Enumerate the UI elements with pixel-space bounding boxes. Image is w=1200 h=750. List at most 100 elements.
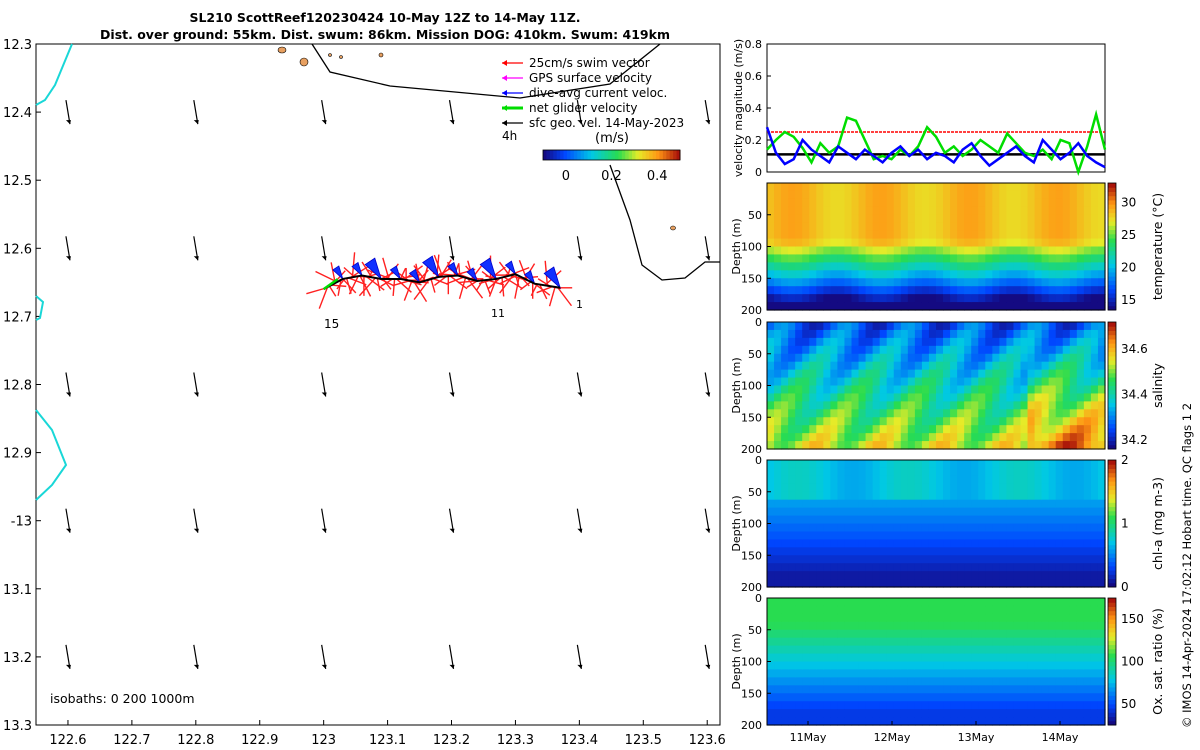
salinity-cell bbox=[781, 337, 789, 347]
oxygen-cell bbox=[1048, 637, 1057, 647]
salinity-cell bbox=[950, 401, 958, 410]
chl-a-cell bbox=[1069, 460, 1078, 469]
chl-a-cell bbox=[999, 507, 1008, 517]
salinity-cell bbox=[1041, 361, 1050, 371]
temperature-cell bbox=[1062, 214, 1071, 224]
temperature-cell bbox=[774, 230, 782, 240]
temperature-cell bbox=[886, 190, 895, 200]
chl-a-cell bbox=[1062, 507, 1071, 517]
salinity-cell bbox=[964, 345, 972, 355]
chl-a-cell bbox=[851, 579, 860, 588]
chl-a-cell bbox=[844, 563, 853, 572]
temperature-cell bbox=[830, 262, 839, 271]
temperature-cell bbox=[1055, 206, 1064, 216]
oxygen-cell bbox=[971, 669, 979, 678]
salinity-cell bbox=[936, 409, 944, 418]
chl-a-cell bbox=[1090, 515, 1099, 525]
chl-a-cell bbox=[900, 499, 909, 509]
oxygen-cell bbox=[886, 661, 895, 671]
salinity-colorbar-segment bbox=[1108, 440, 1116, 446]
oxygen-cell bbox=[858, 629, 867, 639]
oxygen-cell bbox=[837, 645, 846, 655]
temperature-cell bbox=[1048, 270, 1057, 279]
salinity-cell bbox=[1055, 322, 1064, 331]
temperature-cell bbox=[767, 302, 775, 311]
temperature-cell bbox=[879, 206, 888, 216]
chl-a-cell bbox=[921, 483, 930, 493]
oxygen-cell bbox=[914, 669, 923, 678]
temperature-cell bbox=[851, 214, 860, 224]
chl-a-cell bbox=[802, 539, 810, 548]
chl-a-cell bbox=[928, 507, 937, 517]
oxygen-cell bbox=[1090, 709, 1099, 718]
temperature-cell bbox=[907, 230, 916, 240]
temperature-cell bbox=[999, 230, 1008, 240]
salinity-cell bbox=[1062, 401, 1071, 410]
chl-a-cell bbox=[1076, 563, 1085, 572]
salinity-cell bbox=[971, 353, 979, 363]
salinity-cell bbox=[964, 433, 972, 442]
chl-a-cell bbox=[865, 515, 874, 525]
salinity-colorbar-tick-label: 34.6 bbox=[1121, 342, 1148, 356]
chl-a-cell bbox=[767, 555, 775, 564]
map-colorbar-unit: (m/s) bbox=[595, 131, 629, 146]
salinity-cell bbox=[1027, 401, 1036, 410]
salinity-cell bbox=[795, 385, 803, 395]
salinity-cell bbox=[886, 337, 895, 347]
chl-a-cell bbox=[1041, 483, 1050, 493]
salinity-cell bbox=[767, 345, 775, 355]
oxygen-cell bbox=[921, 653, 930, 663]
oxygen-cell bbox=[872, 629, 881, 639]
oxygen-cell bbox=[823, 669, 831, 678]
oxygen-cell bbox=[900, 645, 909, 655]
temperature-cell bbox=[816, 198, 824, 208]
chl-a-cell bbox=[788, 571, 796, 580]
chl-a-cell bbox=[844, 499, 853, 509]
salinity-y-tick-label: 50 bbox=[748, 348, 762, 361]
temperature-cell bbox=[844, 270, 853, 279]
oxygen-cell bbox=[767, 661, 775, 671]
temperature-colorbar-segment bbox=[1108, 250, 1116, 256]
salinity-cell bbox=[1013, 369, 1022, 379]
temperature-cell bbox=[858, 198, 867, 208]
current-vector bbox=[389, 265, 402, 281]
temperature-cell bbox=[858, 262, 867, 271]
oxygen-cell bbox=[830, 677, 839, 686]
temperature-cell bbox=[943, 230, 951, 240]
current-vector bbox=[364, 257, 383, 281]
chl-a-cell bbox=[921, 467, 930, 477]
chl-a-cell bbox=[858, 523, 867, 533]
salinity-cell bbox=[985, 329, 993, 339]
chl-a-cell bbox=[971, 539, 979, 548]
temperature-cell bbox=[1020, 294, 1029, 303]
oxygen-cell bbox=[1027, 621, 1036, 631]
temperature-cell bbox=[865, 294, 874, 303]
chl-a-cell bbox=[865, 491, 874, 501]
oxygen-cell bbox=[795, 717, 803, 726]
chl-a-cell bbox=[851, 491, 860, 501]
salinity-cell bbox=[795, 393, 803, 402]
temperature-cell bbox=[936, 198, 944, 208]
salinity-cell bbox=[985, 401, 993, 410]
temperature-cell bbox=[788, 190, 796, 200]
chl-a-cell bbox=[943, 563, 951, 572]
oxygen-cell bbox=[767, 598, 775, 607]
oxygen-cell bbox=[1027, 645, 1036, 655]
temperature-cell bbox=[844, 222, 853, 232]
track-label-mid: 11 bbox=[491, 307, 505, 320]
oxygen-cell bbox=[1069, 613, 1078, 623]
isobaths-label: isobaths: 0 200 1000m bbox=[50, 691, 195, 706]
salinity-cell bbox=[907, 409, 916, 418]
temperature-cell bbox=[943, 302, 951, 311]
salinity-cell bbox=[844, 425, 853, 434]
salinity-colorbar-label: salinity bbox=[1150, 362, 1165, 407]
oxygen-cell bbox=[893, 717, 902, 726]
chl-a-colorbar-tick-label: 0 bbox=[1121, 580, 1129, 594]
salinity-cell bbox=[816, 353, 824, 363]
temperature-cell bbox=[823, 230, 831, 240]
oxygen-colorbar-segment bbox=[1108, 627, 1116, 633]
temperature-cell bbox=[844, 198, 853, 208]
chl-a-cell bbox=[907, 483, 916, 493]
temperature-cell bbox=[985, 270, 993, 279]
oxygen-cell bbox=[1090, 677, 1099, 686]
